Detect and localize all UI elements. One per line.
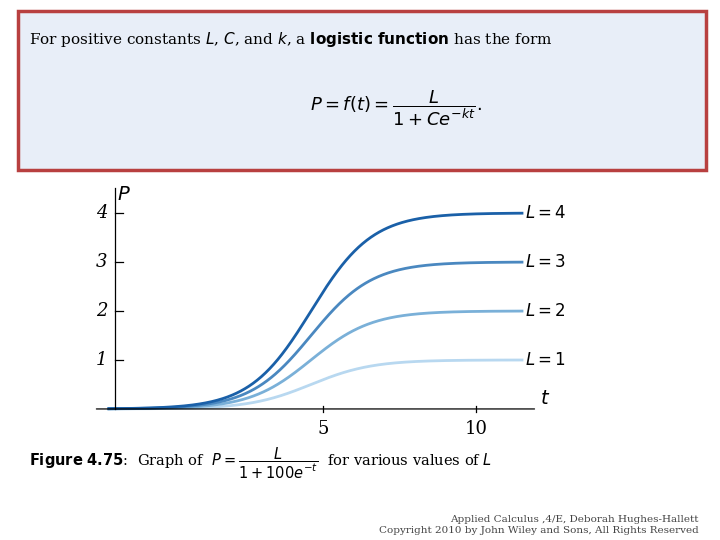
Text: Applied Calculus ,4/E, Deborah Hughes-Hallett
Copyright 2010 by John Wiley and S: Applied Calculus ,4/E, Deborah Hughes-Ha…	[379, 515, 698, 535]
Text: 3: 3	[96, 253, 107, 271]
Text: $P$: $P$	[117, 186, 130, 204]
Text: 4: 4	[96, 204, 107, 222]
Text: For positive constants $L$, $C$, and $k$, a $\mathbf{logistic\ function}$ has th: For positive constants $L$, $C$, and $k$…	[29, 30, 553, 49]
Text: $\mathbf{Figure\ 4.75}$:  Graph of  $P = \dfrac{L}{1 + 100e^{-t}}$  for various : $\mathbf{Figure\ 4.75}$: Graph of $P = \…	[29, 446, 492, 481]
Text: $L = 2$: $L = 2$	[525, 302, 566, 320]
Text: $t$: $t$	[540, 390, 551, 408]
Text: $L = 1$: $L = 1$	[525, 352, 566, 368]
Text: $P = f(t) = \dfrac{L}{1 + Ce^{-kt}}.$: $P = f(t) = \dfrac{L}{1 + Ce^{-kt}}.$	[310, 88, 482, 128]
Text: $L = 4$: $L = 4$	[525, 205, 567, 222]
Text: 5: 5	[318, 420, 329, 438]
Text: 10: 10	[464, 420, 487, 438]
Text: 1: 1	[96, 351, 107, 369]
Text: 2: 2	[96, 302, 107, 320]
Text: $L = 3$: $L = 3$	[525, 254, 566, 271]
